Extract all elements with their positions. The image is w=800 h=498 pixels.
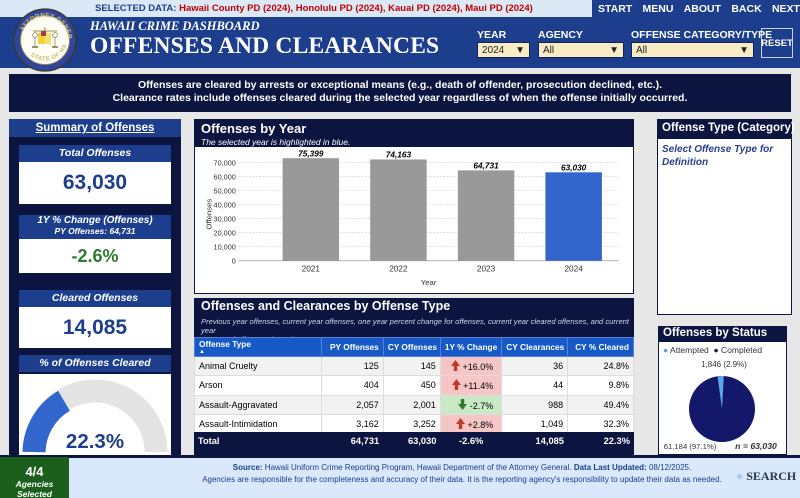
svg-text:Year: Year	[421, 278, 437, 287]
svg-text:Offenses: Offenses	[205, 199, 214, 230]
svg-text:0: 0	[232, 257, 236, 266]
svg-text:1,846 (2.9%): 1,846 (2.9%)	[701, 360, 747, 369]
svg-text:20,000: 20,000	[214, 229, 236, 238]
svg-text:63,030: 63,030	[561, 163, 587, 172]
svg-text:70,000: 70,000	[214, 158, 236, 167]
svg-text:2023: 2023	[477, 265, 496, 274]
svg-text:75,399: 75,399	[298, 149, 324, 158]
svg-text:30,000: 30,000	[214, 215, 236, 224]
svg-text:2024: 2024	[564, 265, 583, 274]
svg-text:61,184 (97.1%): 61,184 (97.1%)	[664, 442, 717, 451]
svg-text:40,000: 40,000	[214, 201, 236, 210]
svg-text:60,000: 60,000	[214, 173, 236, 182]
svg-text:2021: 2021	[302, 265, 321, 274]
svg-text:2022: 2022	[389, 265, 408, 274]
svg-text:n = 63,030: n = 63,030	[735, 441, 777, 451]
svg-text:10,000: 10,000	[214, 243, 236, 252]
svg-text:50,000: 50,000	[214, 187, 236, 196]
svg-text:64,731: 64,731	[473, 161, 499, 170]
svg-text:22.3%: 22.3%	[66, 430, 124, 453]
svg-text:74,163: 74,163	[386, 151, 412, 160]
